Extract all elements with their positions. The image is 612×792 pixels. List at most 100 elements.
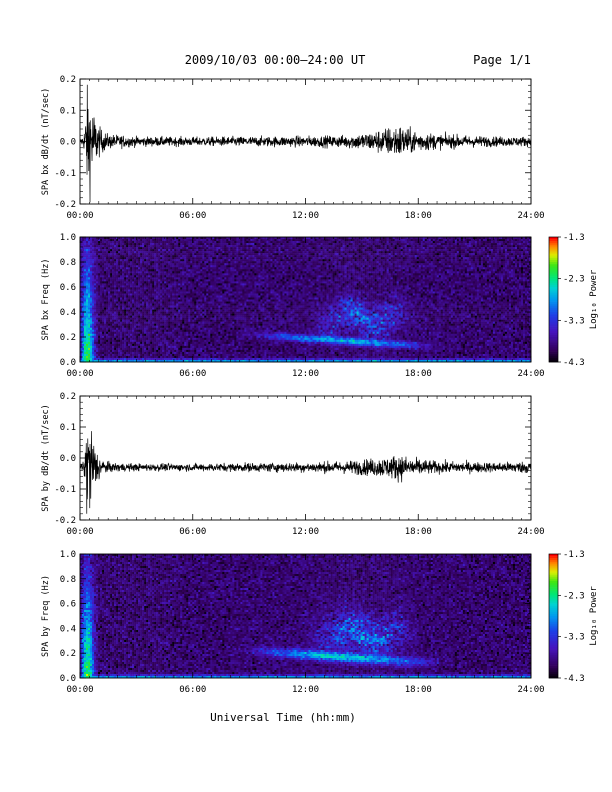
heatmap-cell [142,247,145,250]
heatmap-cell [94,299,97,302]
heatmap-cell [208,349,211,353]
heatmap-cell [86,293,89,296]
heatmap-cell [212,335,215,339]
heatmap-cell [152,245,155,248]
heatmap-cell [192,349,195,353]
heatmap-cell [138,259,141,262]
heatmap-cell [122,287,125,290]
heatmap-cell [92,297,95,300]
heatmap-cell [218,323,221,326]
heatmap-cell [134,353,137,357]
heatmap-cell [228,301,231,304]
heatmap-cell [234,331,237,335]
heatmap-cell [180,277,183,280]
heatmap-cell [144,281,147,284]
heatmap-cell [90,349,93,353]
heatmap-cell [122,313,125,316]
heatmap-cell [204,277,207,280]
heatmap-cell [126,263,129,266]
heatmap-cell [194,321,197,324]
heatmap-cell [168,357,171,361]
heatmap-cell [98,257,101,260]
heatmap-cell [220,313,223,316]
heatmap-cell [172,293,175,296]
heatmap-cell [120,307,123,310]
heatmap-cell [138,245,141,248]
heatmap-cell [176,283,179,286]
heatmap-cell [156,269,159,272]
heatmap-cell [114,247,117,250]
heatmap-cell [82,241,85,244]
heatmap-cell [86,321,89,324]
heatmap-cell [198,317,201,320]
heatmap-cell [134,351,137,355]
heatmap-cell [108,317,111,320]
heatmap-cell [216,237,219,240]
heatmap-cell [82,359,85,363]
heatmap-cell [138,273,141,276]
heatmap-cell [166,303,169,306]
heatmap-cell [80,297,83,300]
heatmap-cell [98,307,101,310]
heatmap-cell [148,307,151,310]
heatmap-cell [158,359,161,363]
heatmap-cell [122,355,125,359]
heatmap-cell [212,307,215,310]
heatmap-cell [82,341,85,345]
heatmap-cell [144,247,147,250]
heatmap-cell [208,297,211,300]
heatmap-cell [206,265,209,268]
heatmap-cell [118,343,121,347]
heatmap-cell [230,257,233,260]
heatmap-cell [150,307,153,310]
heatmap-cell [210,355,213,359]
heatmap-cell [176,311,179,314]
heatmap-cell [138,315,141,318]
heatmap-cell [202,295,205,298]
heatmap-cell [194,277,197,280]
heatmap-cell [230,329,233,333]
heatmap-cell [82,249,85,252]
heatmap-cell [230,239,233,242]
heatmap-cell [134,295,137,298]
heatmap-cell [122,341,125,345]
heatmap-cell [146,263,149,266]
heatmap-cell [216,243,219,246]
heatmap-cell [210,289,213,292]
heatmap-cell [120,279,123,282]
heatmap-cell [146,279,149,282]
heatmap-cell [110,315,113,318]
heatmap-cell [164,285,167,288]
heatmap-cell [82,283,85,286]
heatmap-cell [88,275,91,278]
heatmap-cell [134,311,137,314]
heatmap-cell [148,257,151,260]
heatmap-cell [192,355,195,359]
heatmap-cell [154,277,157,280]
heatmap-cell [86,323,89,326]
heatmap-cell [124,347,127,351]
heatmap-cell [114,279,117,282]
heatmap-cell [130,355,133,359]
heatmap-cell [160,357,163,361]
heatmap-cell [158,303,161,306]
heatmap-cell [166,293,169,296]
heatmap-cell [228,257,231,260]
heatmap-cell [206,325,209,328]
heatmap-cell [84,287,87,290]
heatmap-cell [212,331,215,335]
heatmap-cell [100,319,103,322]
heatmap-cell [228,275,231,278]
heatmap-cell [156,243,159,246]
heatmap-cell [216,257,219,260]
heatmap-cell [164,269,167,272]
heatmap-cell [182,277,185,280]
heatmap-cell [156,343,159,347]
heatmap-cell [208,247,211,250]
heatmap-cell [166,299,169,302]
heatmap-cell [168,317,171,320]
heatmap-cell [134,331,137,335]
heatmap-cell [148,351,151,355]
heatmap-cell [158,263,161,266]
